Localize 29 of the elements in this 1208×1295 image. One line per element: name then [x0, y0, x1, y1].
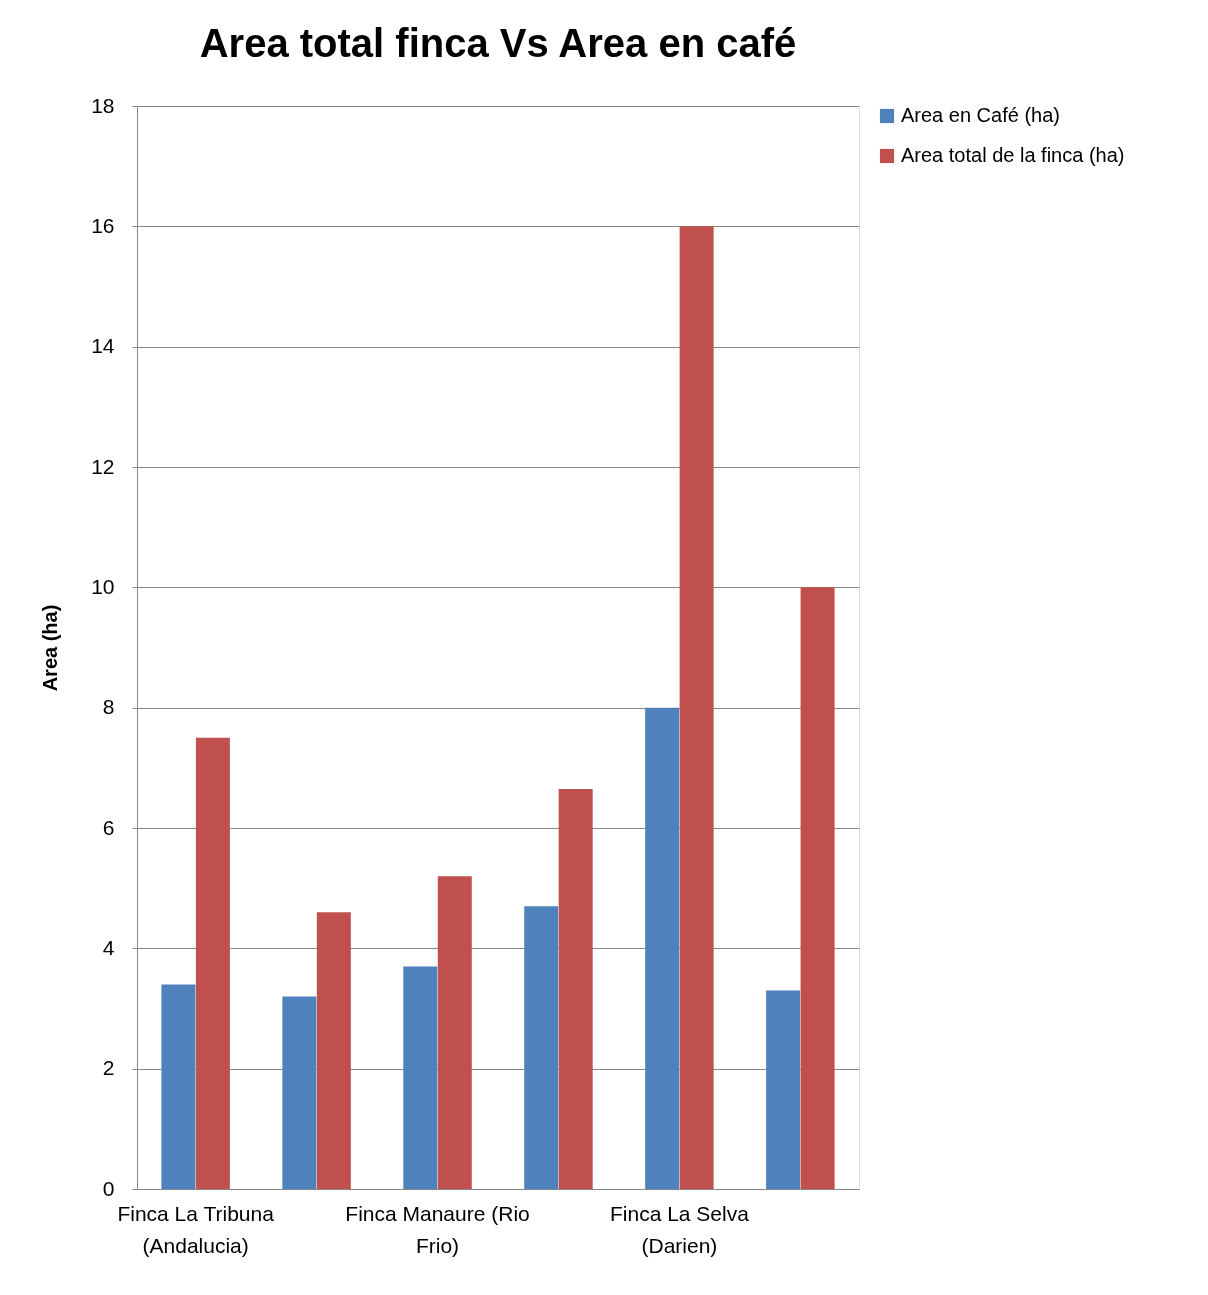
bar — [800, 587, 835, 1189]
bar — [766, 990, 801, 1189]
y-tick-label: 2 — [102, 1056, 115, 1080]
y-tick-label: 12 — [91, 454, 115, 478]
y-tick-label: 6 — [102, 815, 115, 839]
bar — [403, 966, 438, 1189]
x-tick-label: Finca La Selva (Darien) — [609, 1201, 750, 1257]
bar — [195, 737, 230, 1189]
legend-label: Area en Café (ha) — [901, 104, 1060, 126]
bar — [316, 912, 351, 1189]
y-tick-label: 10 — [91, 574, 115, 598]
bar — [524, 906, 559, 1189]
y-axis-title: Area (ha) — [39, 604, 62, 692]
bar — [558, 788, 593, 1189]
legend-label: Area total de la finca (ha) — [901, 144, 1125, 166]
bar — [437, 876, 472, 1189]
y-tick-label: 0 — [102, 1176, 115, 1200]
bar — [645, 707, 680, 1189]
y-tick-label: 14 — [91, 334, 115, 358]
chart-title: Area total finca Vs Area en café — [199, 21, 797, 65]
bar — [679, 226, 714, 1189]
x-tick-label: Finca Manaure (Rio Frio) — [345, 1201, 530, 1257]
bar — [161, 984, 196, 1189]
bar — [282, 996, 317, 1189]
y-tick-label: 18 — [91, 93, 115, 117]
x-tick-label: Finca La Tribuna (Andalucia) — [117, 1201, 275, 1257]
y-tick-label: 16 — [91, 213, 115, 237]
y-tick-label: 4 — [102, 935, 115, 959]
y-tick-label: 8 — [102, 695, 115, 719]
